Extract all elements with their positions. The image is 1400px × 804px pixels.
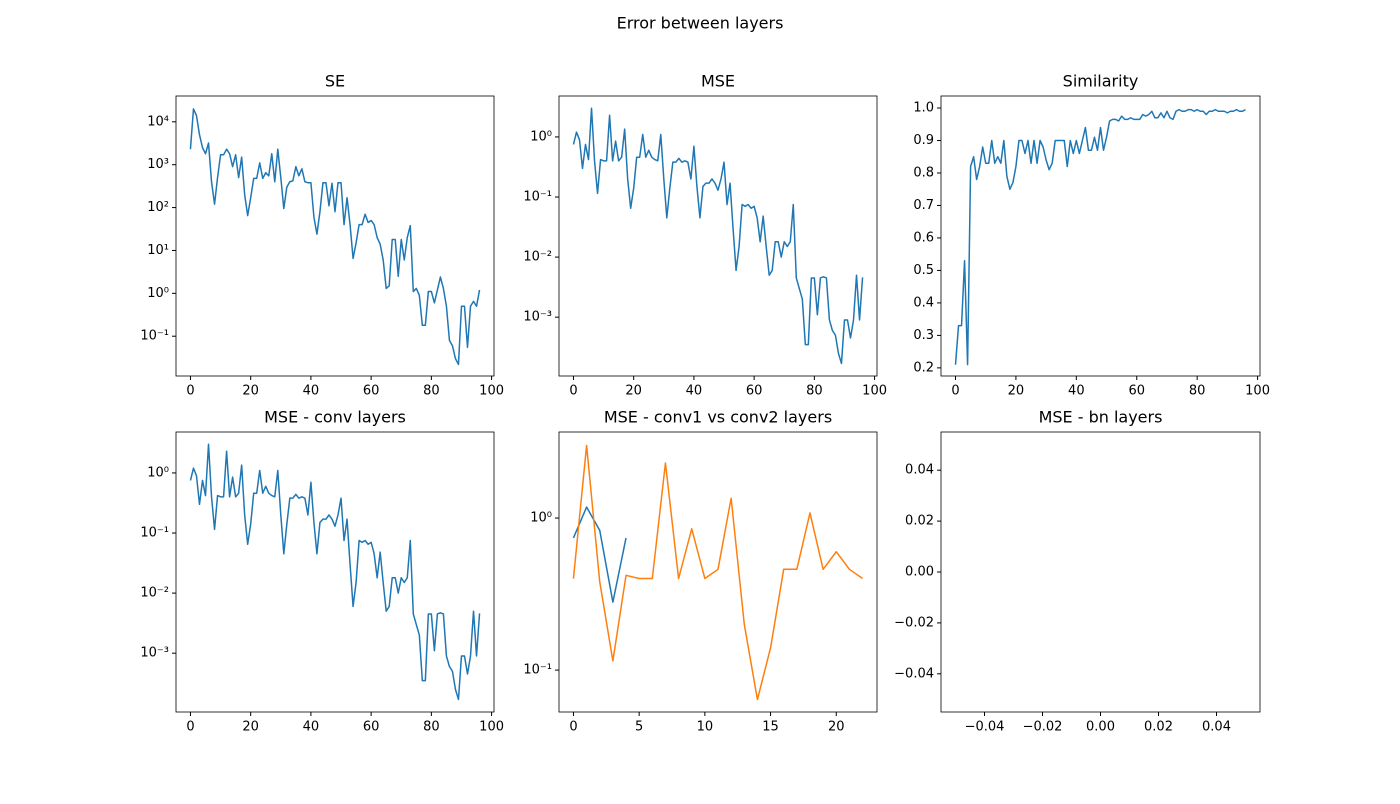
y-tick-label: 10⁻³ [523, 310, 552, 325]
axes-title: MSE - conv layers [264, 408, 406, 427]
y-tick-label: 10⁴ [147, 114, 169, 129]
y-tick-label: 10⁰ [530, 129, 552, 144]
y-tick-label: 10⁻¹ [523, 663, 552, 678]
y-tick-label: 0.3 [913, 328, 934, 343]
x-tick-label: 80 [1189, 384, 1206, 399]
x-tick-label: 0 [569, 720, 577, 735]
x-tick-label: −0.04 [965, 720, 1005, 735]
x-tick-label: 0 [951, 384, 959, 399]
x-tick-label: 15 [762, 720, 779, 735]
axes-title: MSE - bn layers [1039, 408, 1163, 427]
axes-frame [175, 431, 495, 713]
series-line [954, 108, 1246, 366]
x-tick-label: 5 [635, 720, 643, 735]
axes-title: MSE [701, 72, 735, 91]
x-tick-label: 20 [625, 384, 642, 399]
y-tick-label: 10³ [147, 157, 169, 172]
x-tick-label: 60 [1128, 384, 1145, 399]
x-tick-label: 0.02 [1144, 720, 1173, 735]
series-line [572, 506, 627, 603]
axes-frame [558, 95, 878, 377]
y-tick-label: 10⁻¹ [140, 526, 169, 541]
x-tick-label: 80 [806, 384, 823, 399]
y-tick-label: 10⁻² [140, 586, 169, 601]
y-tick-label: 10¹ [147, 243, 169, 258]
x-tick-label: 40 [303, 720, 320, 735]
series-line [572, 107, 864, 365]
axes-title: MSE - conv1 vs conv2 layers [604, 408, 832, 427]
y-tick-label: 10⁻³ [140, 646, 169, 661]
x-tick-label: 100 [1245, 384, 1270, 399]
x-tick-label: 100 [862, 384, 887, 399]
y-tick-label: 10⁰ [530, 511, 552, 526]
y-tick-label: 10⁰ [147, 465, 169, 480]
x-tick-label: 20 [828, 720, 845, 735]
axes-title: Similarity [1063, 72, 1139, 91]
x-tick-label: 10 [697, 720, 714, 735]
x-tick-label: 40 [1068, 384, 1085, 399]
y-tick-label: 10⁰ [147, 286, 169, 301]
x-tick-label: 80 [423, 720, 440, 735]
y-tick-label: 10² [147, 200, 169, 215]
y-tick-label: 0.02 [905, 514, 934, 529]
x-tick-label: 0.00 [1086, 720, 1115, 735]
y-tick-label: 10⁻¹ [140, 329, 169, 344]
x-tick-label: 60 [746, 384, 763, 399]
x-tick-label: 80 [423, 384, 440, 399]
x-tick-label: 100 [479, 720, 504, 735]
series-line [189, 108, 481, 366]
y-tick-label: 0.04 [905, 463, 934, 478]
y-tick-label: 0.9 [913, 133, 934, 148]
x-tick-label: 0.04 [1202, 720, 1231, 735]
y-tick-label: −0.02 [894, 615, 934, 630]
axes-frame [940, 95, 1261, 377]
x-tick-label: 0 [186, 384, 194, 399]
x-tick-label: 0 [186, 720, 194, 735]
y-tick-label: 1.0 [913, 101, 934, 116]
y-tick-label: 0.00 [905, 565, 934, 580]
x-tick-label: 20 [242, 720, 259, 735]
x-tick-label: 40 [303, 384, 320, 399]
y-tick-label: −0.04 [894, 666, 934, 681]
axes-frame [940, 431, 1261, 713]
axes-frame [175, 95, 495, 377]
y-tick-label: 0.6 [913, 230, 934, 245]
x-tick-label: 20 [242, 384, 259, 399]
y-tick-label: 0.2 [913, 360, 934, 375]
y-tick-label: 0.5 [913, 263, 934, 278]
x-tick-label: 40 [686, 384, 703, 399]
x-tick-label: 60 [363, 384, 380, 399]
y-tick-label: 10⁻¹ [523, 190, 552, 205]
axes-title: SE [325, 72, 345, 91]
y-tick-label: 0.4 [913, 295, 934, 310]
y-tick-label: 0.7 [913, 198, 934, 213]
x-tick-label: 100 [479, 384, 504, 399]
series-line [572, 444, 863, 701]
series-line [189, 443, 481, 701]
x-tick-label: 60 [363, 720, 380, 735]
axes-frame [558, 431, 878, 713]
x-tick-label: 20 [1008, 384, 1025, 399]
x-tick-label: 0 [569, 384, 577, 399]
x-tick-label: −0.02 [1023, 720, 1063, 735]
y-tick-label: 0.8 [913, 165, 934, 180]
figure-title: Error between layers [617, 14, 784, 33]
y-tick-label: 10⁻² [523, 250, 552, 265]
